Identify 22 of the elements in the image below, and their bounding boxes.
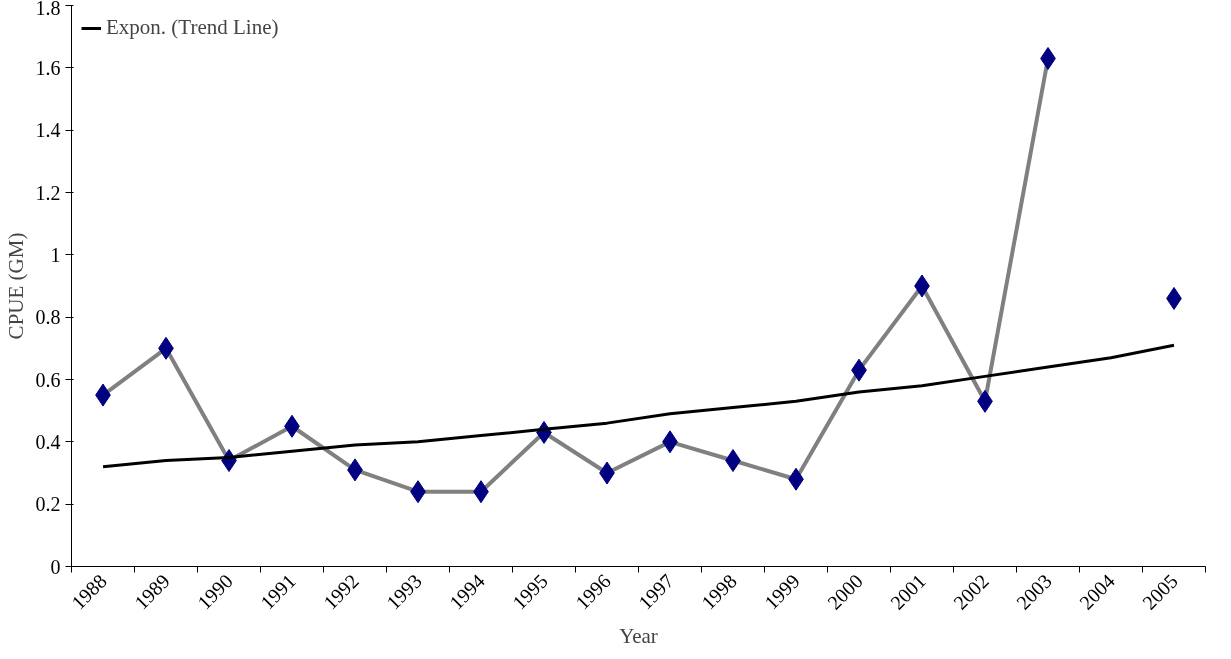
x-tick-label: 1988 bbox=[66, 569, 111, 614]
y-tick-label: 0.4 bbox=[35, 430, 61, 453]
x-tick-label: 1999 bbox=[759, 569, 804, 614]
y-tick-label: 1.8 bbox=[35, 0, 61, 19]
x-axis-title: Year bbox=[619, 623, 658, 648]
y-tick-label: 1.4 bbox=[35, 119, 61, 142]
x-tick-label: 1991 bbox=[255, 569, 300, 614]
y-tick-label: 1.6 bbox=[35, 56, 61, 79]
x-tick-label: 1990 bbox=[192, 569, 237, 614]
y-tick-label: 1 bbox=[50, 243, 61, 266]
x-tick-label: 1989 bbox=[129, 569, 174, 614]
y-tick-label: 0.8 bbox=[35, 306, 61, 329]
x-tick-label: 1993 bbox=[381, 569, 426, 614]
legend-label: Expon. (Trend Line) bbox=[106, 15, 279, 40]
x-tick-label: 2001 bbox=[885, 569, 930, 614]
x-tick-label: 1998 bbox=[696, 569, 741, 614]
y-tick-label: 0.2 bbox=[35, 493, 61, 516]
y-tick-label: 0 bbox=[50, 555, 61, 578]
x-tick-label: 1992 bbox=[318, 569, 363, 614]
y-tick-label: 1.2 bbox=[35, 181, 61, 204]
y-axis-title: CPUE (GM) bbox=[3, 232, 28, 340]
y-tick-label: 0.6 bbox=[35, 368, 61, 391]
